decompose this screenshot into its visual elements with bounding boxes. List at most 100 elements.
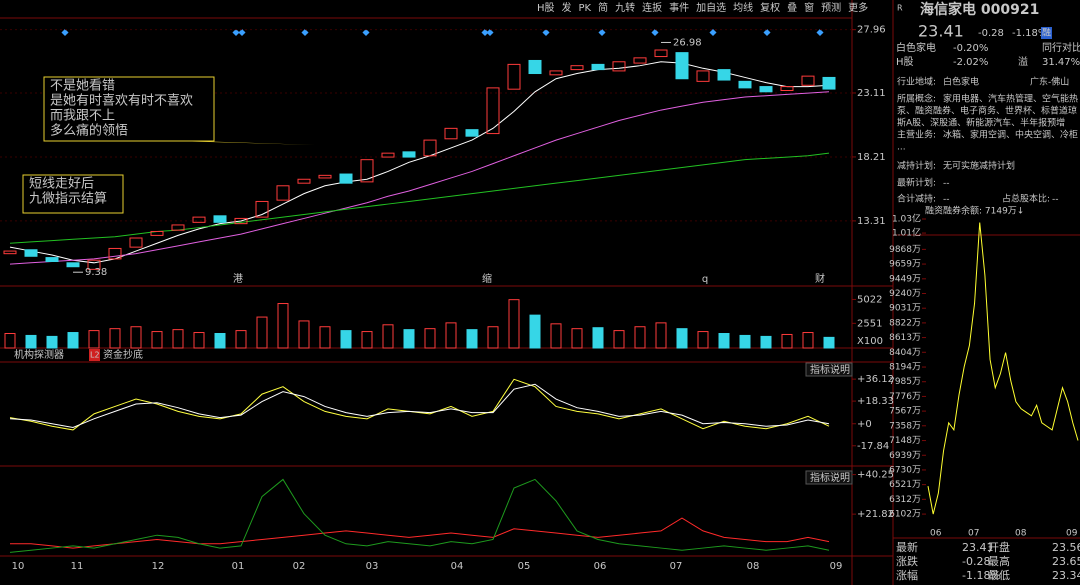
- margin-title: 融资融券余额: 7149万↓: [925, 205, 1024, 217]
- volume-bar: [697, 331, 709, 349]
- volume-bar: [571, 328, 583, 349]
- y-tick-label: 7985万: [889, 377, 921, 387]
- y-tick-label: 9449万: [889, 274, 921, 284]
- candle: [717, 69, 731, 81]
- sector: 白色家电: [896, 41, 936, 54]
- volume-bar: [634, 326, 646, 349]
- toolbar-button[interactable]: 简: [598, 1, 608, 14]
- event-label: 财: [815, 272, 825, 285]
- y-tick-label: 6939万: [889, 451, 921, 461]
- toolbar-button[interactable]: 九转: [615, 1, 635, 14]
- volume-bar: [487, 326, 499, 349]
- volume-bar: [235, 330, 247, 349]
- info-label: 减持计划:: [897, 160, 936, 172]
- candle: [360, 159, 374, 183]
- y-tick-label: 9868万: [889, 245, 921, 255]
- toolbar-button[interactable]: 均线: [733, 1, 753, 14]
- annotation-text: 不是她看错: [50, 78, 115, 94]
- candle: [549, 70, 563, 76]
- x-tick-label: 12: [152, 561, 165, 572]
- annotation-text: 是她有时喜欢有时不喜欢: [50, 94, 193, 109]
- indicator-line: [9, 383, 830, 428]
- x-tick-label: 04: [451, 561, 464, 572]
- info-value: 白色家电: [943, 76, 979, 88]
- quote-text: H股: [896, 56, 914, 68]
- event-icon: [486, 28, 494, 37]
- toolbar-button[interactable]: 预测: [821, 1, 841, 14]
- table-cell: 23.41: [962, 541, 994, 554]
- event-icon: [598, 28, 606, 37]
- moving-average-line: [9, 152, 830, 244]
- candle: [150, 230, 164, 236]
- annotation-box: [22, 174, 124, 214]
- toolbar-button[interactable]: 叠: [787, 2, 797, 14]
- candle: [108, 247, 122, 260]
- toolbar-button[interactable]: H股: [537, 2, 555, 14]
- event-icon: [362, 28, 370, 37]
- high-label: 26.98: [673, 37, 702, 48]
- badge: R: [897, 4, 903, 13]
- table-cell: 23.34: [1052, 569, 1080, 582]
- volume-bar: [172, 329, 184, 349]
- y-tick-label: 6312万: [889, 495, 921, 505]
- info-value: 泵、融资融券、电子商务、世界杯、标普道琼: [897, 105, 1077, 117]
- quote-text: 溢: [1018, 55, 1028, 68]
- event-icon: [763, 28, 771, 37]
- event-icon: [481, 28, 489, 37]
- y-tick-label: +0: [857, 419, 872, 430]
- volume-bar: [340, 330, 352, 349]
- event-icon: [816, 28, 824, 37]
- y-tick-label: 6521万: [889, 480, 921, 490]
- toolbar-button[interactable]: 事件: [669, 1, 689, 14]
- table-cell: 23.56: [1052, 541, 1080, 554]
- candle: [129, 237, 143, 248]
- volume-bar: [151, 331, 163, 349]
- candle: [696, 70, 710, 82]
- volume-bar: [214, 333, 226, 349]
- volume-bar: [781, 333, 793, 349]
- toolbar-button[interactable]: 发: [562, 1, 572, 14]
- peer-button: 同行对比: [1042, 41, 1080, 54]
- toolbar-button[interactable]: 连扳: [642, 1, 662, 14]
- candle: [738, 80, 752, 89]
- tab[interactable]: 机构探测器: [14, 348, 64, 361]
- toolbar-button[interactable]: 窗: [804, 1, 814, 14]
- quote-text: 31.47%: [1042, 57, 1080, 68]
- indicator-button[interactable]: [805, 470, 853, 485]
- tab[interactable]: 资金抄底: [103, 348, 143, 361]
- indicator-button[interactable]: [805, 362, 853, 377]
- info-value: --: [1052, 195, 1059, 205]
- table-cell: 涨跌: [896, 554, 918, 568]
- table-cell: 开盘: [988, 540, 1010, 554]
- info-value: 广东-佛山: [1030, 76, 1069, 88]
- x-tick-label: 06: [930, 529, 942, 539]
- toolbar-button[interactable]: 更多: [848, 1, 868, 14]
- moving-average-line: [9, 91, 830, 265]
- candle: [528, 59, 542, 75]
- info-value: 无可实施减持计划: [943, 160, 1015, 172]
- x-tick-label: 08: [1015, 529, 1027, 539]
- event-label: 港: [233, 273, 243, 285]
- tab-badge: [89, 349, 100, 361]
- table-cell: 最低: [988, 569, 1010, 582]
- annotation-text: 而我跟不上: [50, 109, 115, 124]
- event-label: 缩: [482, 272, 492, 285]
- candle: [591, 63, 605, 71]
- candle: [507, 63, 521, 90]
- volume-bar: [277, 303, 289, 349]
- change: -0.28: [978, 28, 1004, 39]
- x-tick-label: 02: [293, 561, 306, 572]
- info-value: --: [943, 179, 950, 189]
- y-tick-label: 9240万: [889, 289, 921, 299]
- y-tick-label: 6730万: [889, 465, 921, 475]
- info-value: --: [943, 195, 950, 205]
- toolbar-button[interactable]: 加自选: [696, 1, 726, 14]
- candle: [633, 57, 647, 64]
- info-label: 占总股本比:: [1002, 193, 1050, 205]
- toolbar-button[interactable]: PK: [579, 3, 592, 14]
- toolbar-button[interactable]: 复权: [760, 1, 780, 14]
- x-tick-label: 07: [968, 529, 979, 539]
- candle: [192, 216, 206, 223]
- x-tick-label: 11: [71, 561, 84, 572]
- table-cell: 最新: [896, 540, 918, 554]
